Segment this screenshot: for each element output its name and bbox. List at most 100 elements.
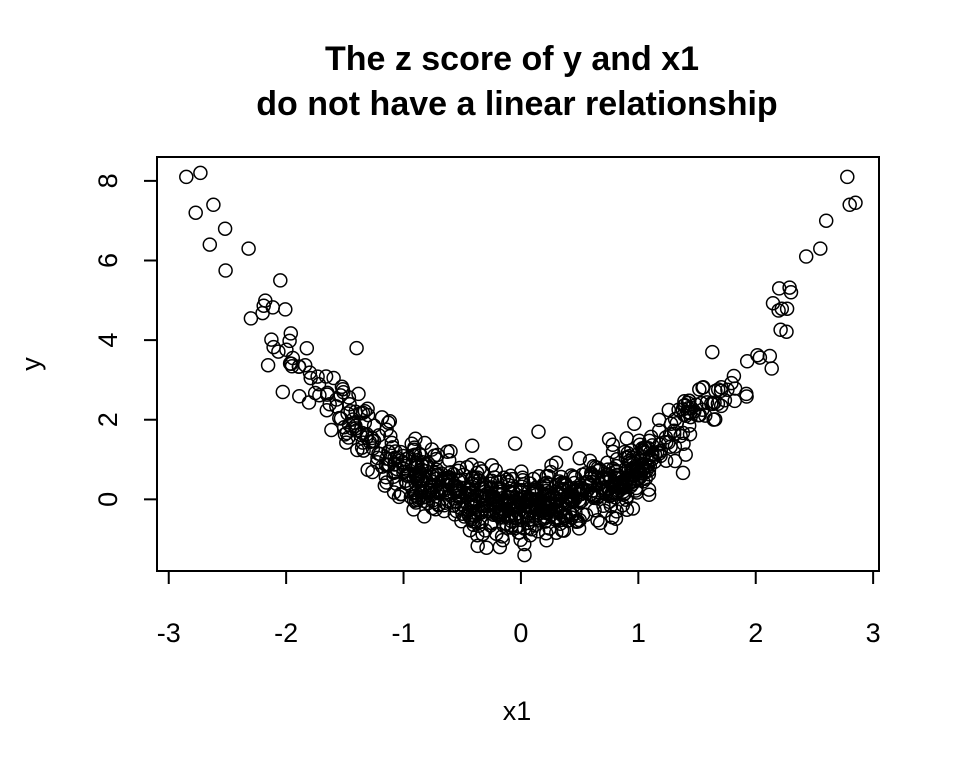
data-point	[692, 382, 707, 397]
data-point	[608, 511, 624, 527]
data-point	[558, 492, 574, 508]
data-point	[417, 509, 432, 524]
data-point	[489, 507, 505, 522]
data-point	[303, 370, 318, 386]
data-point	[662, 426, 678, 442]
x-tick-label: 2	[748, 618, 763, 648]
x-tick-label: 3	[866, 618, 881, 648]
data-point	[333, 388, 348, 403]
data-point	[558, 478, 574, 493]
data-point	[265, 300, 281, 315]
data-point	[266, 339, 281, 355]
data-point	[395, 448, 411, 464]
data-point	[302, 365, 318, 380]
x-tick-label: 0	[513, 618, 528, 648]
data-point	[404, 436, 419, 451]
data-point	[699, 395, 715, 410]
chart-title-line-1: The z score of y and x1	[325, 40, 699, 78]
data-point	[507, 436, 523, 451]
data-point	[354, 440, 370, 455]
x-tick-label: 1	[631, 618, 646, 648]
data-point	[188, 205, 203, 220]
data-point	[377, 478, 393, 493]
data-point	[530, 498, 545, 514]
data-point	[627, 416, 642, 432]
data-point	[548, 455, 564, 471]
data-point	[292, 389, 307, 404]
data-point	[503, 468, 518, 483]
data-point	[408, 495, 424, 510]
data-point	[576, 482, 592, 497]
data-point	[590, 513, 605, 528]
x-axis: -3 -2 -1 0 1 2 3	[157, 570, 881, 648]
data-point	[605, 461, 621, 477]
data-point	[578, 507, 594, 522]
data-point	[319, 402, 335, 418]
data-point	[391, 489, 407, 505]
data-point	[491, 482, 507, 497]
data-point	[484, 458, 500, 473]
data-point	[543, 491, 559, 506]
data-point	[609, 504, 624, 519]
data-point	[739, 386, 754, 402]
data-point	[720, 382, 735, 397]
data-point	[587, 503, 602, 518]
data-point	[739, 354, 755, 369]
data-point	[464, 438, 480, 453]
data-point	[773, 322, 788, 338]
data-point	[508, 510, 524, 525]
data-point	[479, 540, 494, 555]
data-point	[344, 421, 360, 436]
data-point	[351, 386, 366, 402]
y-tick-label: 8	[93, 173, 123, 188]
data-point	[539, 533, 554, 548]
data-point	[386, 485, 402, 500]
data-point	[283, 326, 299, 341]
data-point	[637, 440, 652, 455]
data-point	[534, 502, 550, 518]
data-point	[279, 342, 294, 358]
data-point	[310, 369, 325, 384]
data-point	[762, 348, 778, 364]
y-axis-label: y	[16, 357, 46, 371]
data-point	[408, 431, 423, 447]
data-point	[394, 486, 409, 502]
data-point	[409, 467, 425, 483]
chart-title-line-2: do not have a linear relationship	[256, 85, 777, 123]
data-point	[408, 476, 424, 491]
data-point	[354, 425, 370, 441]
data-point	[366, 418, 382, 434]
data-point	[517, 547, 532, 563]
y-tick-label: 0	[93, 492, 123, 507]
y-tick-label: 6	[93, 253, 123, 268]
data-point	[706, 412, 721, 427]
y-tick-label: 2	[93, 412, 123, 427]
data-point	[625, 450, 640, 466]
data-point	[558, 436, 573, 451]
data-point	[554, 523, 570, 538]
data-point	[299, 340, 315, 356]
data-point	[353, 406, 368, 421]
data-point	[678, 447, 693, 462]
data-point	[387, 457, 402, 472]
data-point	[497, 495, 512, 511]
data-point	[632, 470, 647, 486]
data-point	[440, 470, 456, 486]
data-point	[425, 469, 440, 485]
data-point	[779, 301, 795, 316]
data-point	[575, 467, 590, 483]
data-point	[561, 495, 577, 510]
data-point	[448, 494, 464, 510]
data-point	[343, 404, 358, 419]
data-point	[606, 476, 622, 492]
data-point	[349, 340, 364, 356]
data-point	[409, 453, 425, 468]
data-point	[605, 437, 621, 453]
data-point	[516, 490, 532, 506]
data-point	[517, 536, 532, 552]
data-point	[571, 521, 587, 536]
data-point	[538, 525, 554, 541]
data-point	[492, 539, 508, 555]
data-point	[620, 489, 635, 504]
data-point	[603, 473, 618, 488]
